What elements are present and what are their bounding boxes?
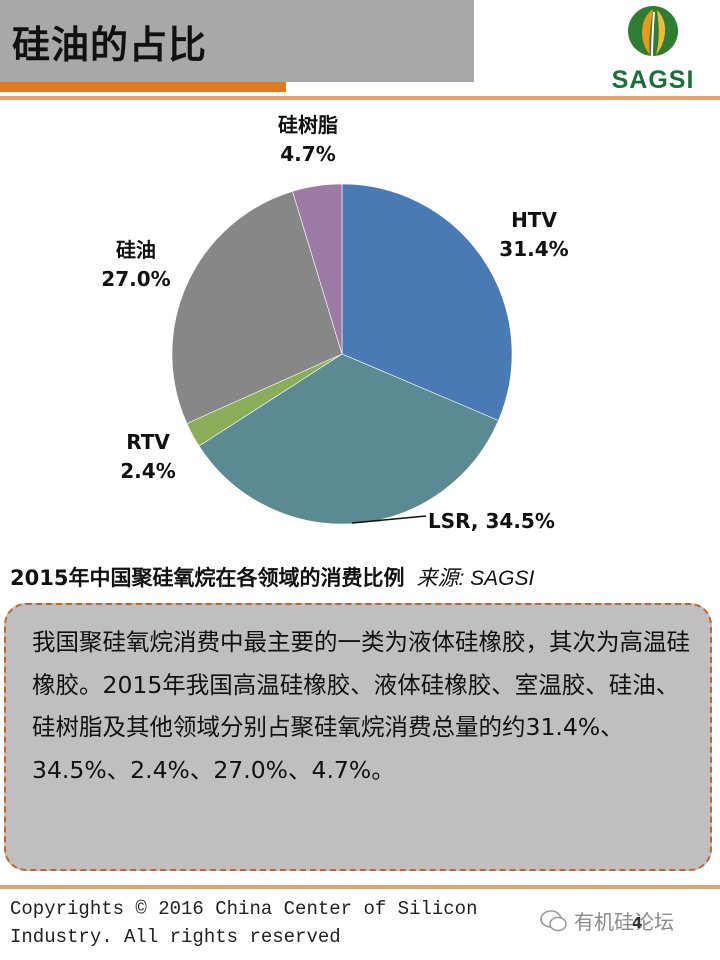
wechat-icon bbox=[540, 909, 567, 931]
slice-name-silicone-oil: 硅油 bbox=[116, 238, 156, 262]
title-bar: 硅油的占比 bbox=[0, 0, 474, 82]
caption-source: 来源: SAGSI bbox=[416, 567, 535, 590]
header-divider bbox=[0, 96, 720, 100]
sagsi-logo: SAGSI bbox=[588, 0, 718, 96]
lsr-leader-line bbox=[351, 515, 427, 524]
page-number: 4 bbox=[632, 914, 643, 932]
slice-value-htv: 31.4% bbox=[499, 237, 568, 261]
caption-text: 2015年中国聚硅氧烷在各领域的消费比例 bbox=[10, 566, 405, 590]
pie-slice-htv bbox=[341, 183, 513, 421]
pie-slice-silicone-oil bbox=[171, 190, 343, 424]
title-accent-bar bbox=[0, 82, 286, 92]
leaf-emblem-icon bbox=[628, 6, 678, 57]
summary-text: 我国聚硅氧烷消费中最主要的一类为液体硅橡胶，其次为高温硅橡胶。2015年我国高温… bbox=[32, 628, 690, 784]
slice-name-rtv: RTV bbox=[126, 430, 170, 454]
slice-value-silicone-resin: 4.7% bbox=[280, 142, 335, 166]
slice-value-rtv: 2.4% bbox=[120, 459, 175, 483]
slice-label-lsr: LSR, 34.5% bbox=[428, 509, 555, 533]
summary-box: 我国聚硅氧烷消费中最主要的一类为液体硅橡胶，其次为高温硅橡胶。2015年我国高温… bbox=[4, 603, 712, 871]
copyright-notice: Copyrights © 2016 China Center of Silico… bbox=[10, 898, 478, 948]
slice-value-silicone-oil: 27.0% bbox=[101, 267, 170, 291]
slice-name-silicone-resin: 硅树脂 bbox=[278, 113, 338, 137]
pie-chart: HTV 31.4% LSR, 34.5% RTV 2.4% 硅油 27.0% 硅… bbox=[101, 113, 568, 533]
logo-text: SAGSI bbox=[611, 66, 695, 94]
chart-caption: 2015年中国聚硅氧烷在各领域的消费比例 来源: SAGSI bbox=[10, 562, 715, 592]
pie-slice-lsr bbox=[198, 353, 499, 525]
page-title: 硅油的占比 bbox=[12, 23, 208, 67]
slice-name-htv: HTV bbox=[511, 208, 557, 232]
watermark-text: 有机硅论坛 bbox=[574, 910, 674, 934]
watermark: 有机硅论坛 bbox=[540, 906, 674, 935]
pie-slice-silicone-resin bbox=[292, 183, 343, 355]
footer-divider bbox=[0, 885, 720, 889]
